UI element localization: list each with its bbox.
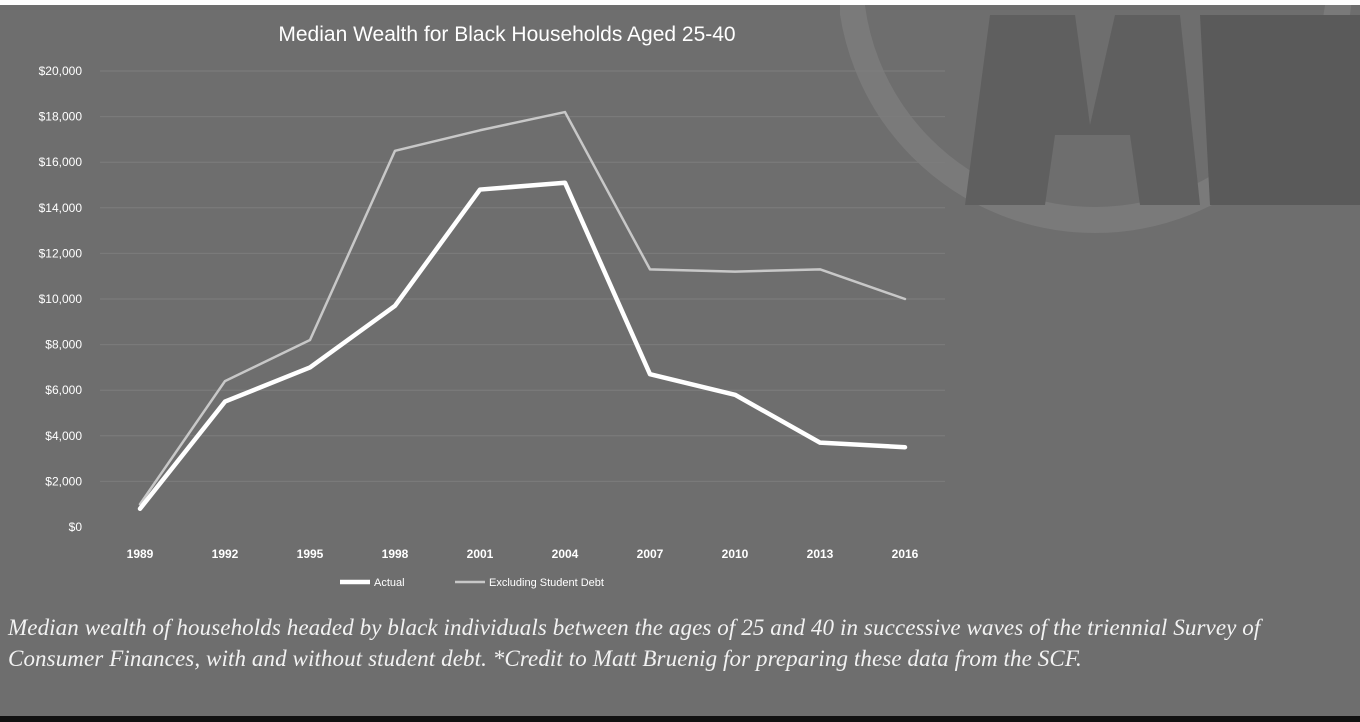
x-axis: 1989 1992 1995 1998 2001 2004 2007 2010 2013 2016 — [127, 547, 919, 561]
top-border — [0, 0, 1360, 5]
y-tick-label: $2,000 — [45, 474, 82, 488]
x-tick-label: 1995 — [297, 547, 324, 561]
y-tick-label: $4,000 — [45, 429, 82, 443]
x-tick-label: 2007 — [637, 547, 664, 561]
caption: Median wealth of households headed by bl… — [8, 615, 1261, 671]
line-chart: Median Wealth for Black Households Aged … — [39, 23, 945, 589]
y-tick-label: $18,000 — [39, 110, 83, 124]
series-lines — [137, 110, 908, 512]
x-tick-label: 2010 — [722, 547, 749, 561]
y-tick-label: $0 — [69, 520, 83, 534]
y-tick-label: $14,000 — [39, 201, 83, 215]
y-tick-label: $16,000 — [39, 155, 83, 169]
y-tick-label: $20,000 — [39, 64, 83, 78]
y-tick-label: $8,000 — [45, 338, 82, 352]
y-tick-label: $10,000 — [39, 292, 83, 306]
watermark-logo — [840, 5, 1360, 233]
x-tick-label: 2004 — [552, 547, 579, 561]
legend-label: Actual — [374, 577, 405, 589]
x-tick-label: 1992 — [212, 547, 239, 561]
bottom-border — [0, 716, 1360, 722]
x-tick-label: 2013 — [807, 547, 834, 561]
y-tick-label: $6,000 — [45, 383, 82, 397]
y-tick-label: $12,000 — [39, 246, 83, 260]
series-line-excluding-student-debt — [138, 110, 907, 506]
chart-title: Median Wealth for Black Households Aged … — [278, 23, 735, 46]
legend: Actual Excluding Student Debt — [340, 577, 604, 589]
series-line-actual — [137, 180, 908, 512]
gridlines — [100, 70, 945, 482]
x-tick-label: 2001 — [467, 547, 494, 561]
x-tick-label: 1998 — [382, 547, 409, 561]
x-tick-label: 2016 — [892, 547, 919, 561]
y-axis: $0 $2,000 $4,000 $6,000 $8,000 $10,000 $12,000… — [39, 64, 83, 534]
legend-label: Excluding Student Debt — [489, 577, 604, 589]
x-tick-label: 1989 — [127, 547, 154, 561]
